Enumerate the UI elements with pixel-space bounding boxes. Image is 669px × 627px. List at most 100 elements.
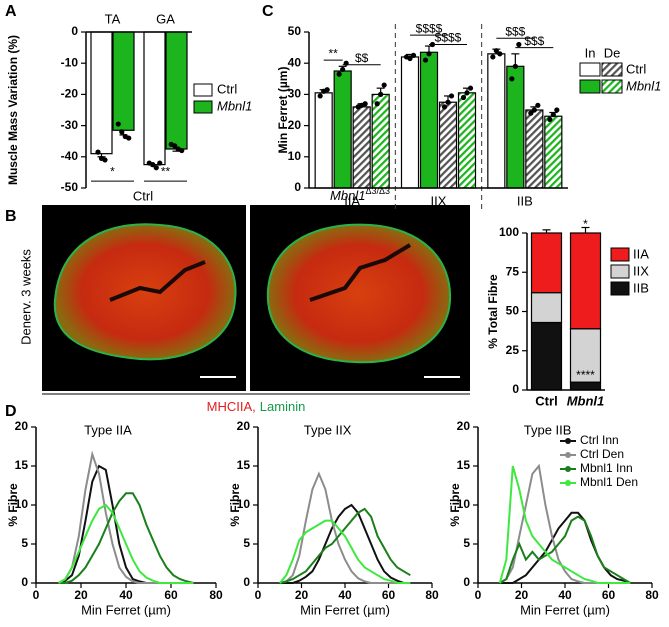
- significance-label: **: [161, 164, 171, 178]
- x-tick-label: 60: [382, 588, 396, 602]
- legend-swatch: [610, 281, 630, 296]
- y-tick-label: 15: [15, 458, 29, 472]
- data-point: [179, 147, 185, 154]
- legend-header: In: [585, 45, 596, 60]
- series-line: [58, 450, 194, 584]
- data-point: [460, 94, 467, 101]
- y-tick-label: 100: [499, 225, 519, 239]
- data-point: [422, 57, 429, 63]
- data-point: [550, 112, 556, 118]
- bar-segment: [530, 321, 563, 391]
- bar: [333, 70, 352, 189]
- y-tick-label: 10: [288, 149, 302, 163]
- significance-label: ****: [576, 368, 595, 382]
- category-label: TA: [105, 11, 121, 26]
- row-label: Denerv. 3 weeks: [18, 249, 33, 345]
- bar: [419, 51, 439, 189]
- data-point: [126, 135, 132, 141]
- bar-segment: [530, 232, 563, 294]
- y-axis-label: % Total Fibre: [486, 274, 500, 349]
- bar: [544, 115, 563, 189]
- data-point: [374, 101, 380, 107]
- category-label: Mbnl1: [567, 393, 605, 408]
- x-tick-label: 60: [602, 588, 616, 602]
- y-tick-label: 50: [288, 24, 302, 38]
- x-axis-label: Min Ferret (µm): [520, 602, 610, 617]
- bar-segment: [530, 292, 563, 324]
- x-axis-label: Min Ferret (µm): [300, 602, 390, 617]
- tissue-section: [266, 223, 452, 364]
- tissue-crack: [109, 260, 206, 302]
- bar: [143, 31, 166, 166]
- bar: [457, 92, 477, 189]
- series-line: [498, 465, 631, 584]
- data-point: [497, 51, 503, 57]
- significance-label: **: [328, 46, 338, 60]
- data-point: [509, 76, 515, 82]
- bar: [314, 92, 333, 189]
- chart-title: Type IIX: [304, 422, 352, 437]
- series-line: [499, 515, 631, 584]
- x-tick-label: 40: [558, 588, 572, 602]
- y-tick-label: -30: [61, 118, 79, 132]
- panel-label: A: [5, 3, 17, 20]
- y-tick-label: 0: [463, 575, 470, 589]
- series-line: [58, 492, 194, 584]
- category-label: Ctrl: [535, 393, 557, 408]
- data-point: [381, 82, 387, 88]
- legend-label: Ctrl Den: [580, 447, 624, 461]
- legend-swatch: [610, 264, 630, 279]
- category-label: IIA: [344, 193, 360, 208]
- legend-swatch: [601, 79, 623, 94]
- y-tick-label: 30: [288, 87, 302, 101]
- bar: [165, 31, 188, 150]
- y-axis-label: Muscle Mass Variation (%): [6, 35, 20, 185]
- legend-swatch: [610, 247, 630, 262]
- tissue-section: [53, 223, 237, 361]
- y-tick-label: 0: [512, 382, 519, 396]
- series-line: [58, 503, 194, 584]
- micrographs: Ctrl Mbnl1Δ3/Δ3 Denerv. 3 weeks MHCIIA, L…: [18, 186, 470, 414]
- y-tick-label: -50: [61, 180, 79, 194]
- data-point: [426, 51, 432, 57]
- series-line: [279, 507, 411, 584]
- data-point: [448, 93, 455, 99]
- y-tick-label: 75: [506, 264, 520, 278]
- column-label: Ctrl: [133, 188, 153, 203]
- y-tick-label: 50: [506, 304, 520, 318]
- data-point: [554, 107, 560, 113]
- series-line: [279, 519, 411, 584]
- error-bar: [581, 226, 590, 233]
- significance-label: $$$: [524, 34, 544, 48]
- data-point: [95, 149, 101, 155]
- data-point: [102, 157, 108, 163]
- bar: [90, 31, 113, 155]
- panel-label: D: [5, 403, 17, 420]
- legend-swatch: [193, 100, 213, 114]
- significance-label: $$: [355, 51, 369, 65]
- data-point: [407, 55, 413, 62]
- y-tick-label: 10: [237, 497, 251, 511]
- y-tick-label: 0: [21, 575, 28, 589]
- y-tick-label: 25: [506, 343, 520, 357]
- chart-title: Type IIB: [524, 422, 572, 437]
- y-tick-label: 0: [294, 180, 301, 194]
- legend-swatch: [601, 62, 623, 77]
- legend-label: Mbnl1: [217, 98, 252, 113]
- y-tick-label: 15: [457, 458, 471, 472]
- x-tick-label: 80: [645, 588, 659, 602]
- y-axis-label: % Fibre: [6, 483, 20, 527]
- x-tick-label: 40: [338, 588, 352, 602]
- data-point: [153, 165, 159, 171]
- data-point: [336, 71, 342, 77]
- legend-dot: [565, 438, 571, 444]
- data-point: [445, 99, 451, 105]
- legend-swatch: [193, 83, 213, 97]
- data-point: [441, 104, 448, 110]
- legend-label: IIB: [633, 280, 649, 295]
- series-line: [499, 511, 631, 584]
- y-tick-label: -40: [61, 149, 79, 163]
- bar: [371, 93, 390, 189]
- legend-dot: [565, 466, 571, 472]
